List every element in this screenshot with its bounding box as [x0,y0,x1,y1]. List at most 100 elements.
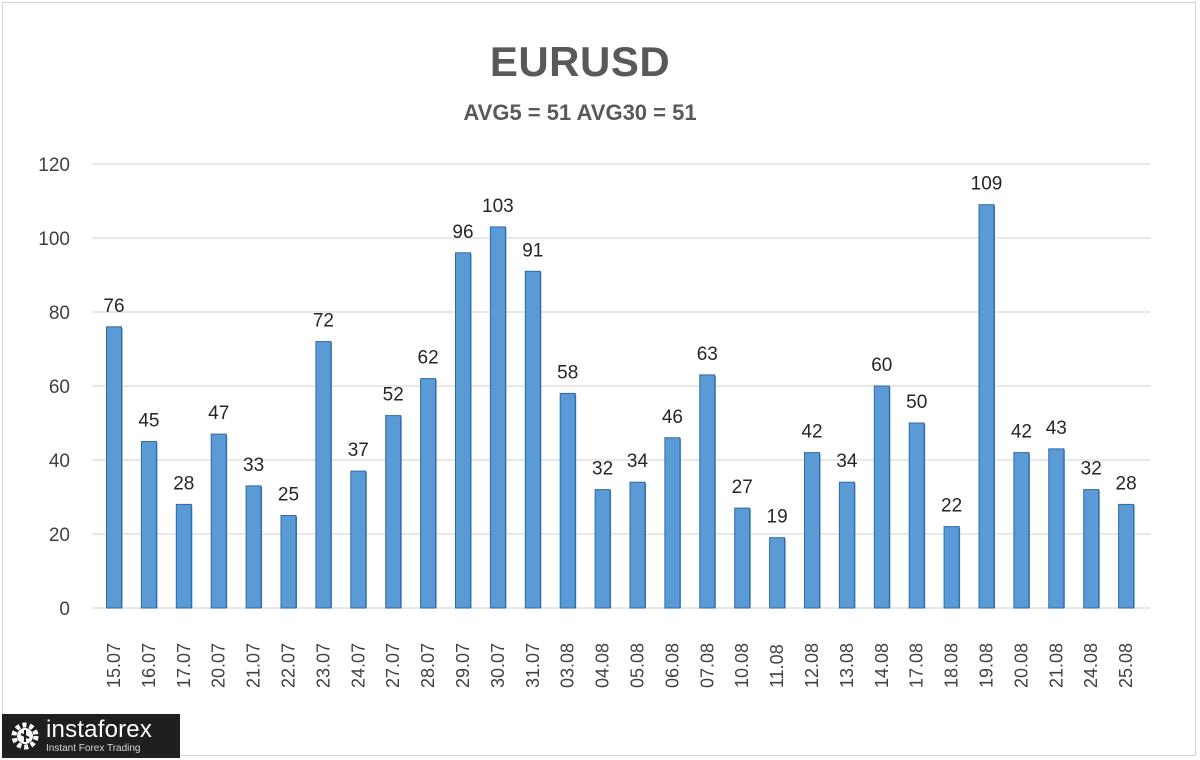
gridlines [92,163,1150,609]
data-label: 42 [801,422,822,443]
bar [455,252,471,609]
bar [804,452,820,609]
data-label: 37 [348,440,369,461]
x-tick-label: 21.08 [1046,643,1066,688]
x-tick-label: 07.08 [697,643,717,688]
bar [140,441,157,609]
x-tick-label: 05.08 [628,643,648,688]
data-label: 45 [138,411,159,432]
data-label: 33 [243,455,264,476]
bars [106,204,1135,609]
data-labels: 76 45 28 47 33 25 72 37 52 62 96 103 91 58 32 34 46 63 27 1… [103,174,1136,528]
bar [106,326,122,609]
y-tick-label: 20 [49,525,70,546]
bar [1083,489,1100,609]
data-label: 28 [173,473,194,494]
y-axis-ticks: 0 20 40 60 80 100 120 [38,155,70,620]
x-tick-label: 25.08 [1116,643,1136,688]
data-label: 42 [1011,422,1032,443]
x-tick-label: 24.08 [1081,643,1101,688]
x-tick-label: 10.08 [732,643,752,688]
logo-tagline: Instant Forex Trading [46,743,141,754]
y-tick-label: 80 [49,303,70,324]
bar [734,507,751,609]
bar [1048,448,1065,609]
y-tick-label: 100 [38,229,70,250]
bar [280,515,297,609]
logo-name: instaforex [46,716,153,743]
data-label: 63 [697,344,718,365]
data-label: 52 [383,385,404,406]
bar [245,485,262,609]
data-label: 103 [482,196,514,217]
data-label: 34 [836,451,858,472]
chart-subtitle: AVG5 = 51 AVG30 = 51 [463,100,697,125]
data-label: 62 [418,348,439,369]
y-tick-label: 120 [38,155,70,176]
bar [524,270,541,609]
x-tick-label: 03.08 [558,643,578,688]
y-tick-label: 40 [49,451,70,472]
x-tick-label: 11.08 [767,644,787,688]
x-tick-label: 20.08 [1011,643,1031,688]
bar [385,415,402,609]
x-tick-label: 18.08 [942,643,962,688]
data-label: 32 [592,459,613,480]
x-tick-label: 20.07 [209,643,229,688]
x-tick-label: 21.07 [244,643,264,688]
data-label: 50 [906,392,927,413]
x-tick-label: 28.07 [418,643,438,688]
x-tick-label: 06.08 [662,643,682,688]
x-tick-label: 22.07 [279,643,299,688]
data-label: 28 [1116,473,1137,494]
x-tick-label: 13.08 [837,643,857,688]
bar [629,481,646,609]
bar [489,226,506,609]
x-axis-ticks: 15.07 16.07 17.07 20.07 21.07 22.07 23.07 24.07… [104,643,1136,688]
bar [315,341,332,609]
x-tick-label: 16.07 [139,643,159,688]
data-label: 47 [208,403,229,424]
data-label: 76 [103,296,124,317]
bar [559,392,576,609]
data-label: 46 [662,407,683,428]
bar [420,378,437,609]
bar [594,489,611,609]
bar [1118,503,1135,609]
data-label: 58 [557,362,578,383]
x-tick-label: 17.08 [907,643,927,688]
data-label: 34 [627,451,649,472]
bar [978,204,995,609]
data-label: 91 [522,240,543,261]
x-tick-label: 14.08 [872,643,892,688]
gear-logo-icon [11,722,39,750]
bar [873,385,890,609]
bar [1013,452,1030,609]
instaforex-logo: instaforex Instant Forex Trading [2,714,180,758]
bar [175,503,192,609]
data-label: 25 [278,485,299,506]
data-label: 43 [1046,418,1067,439]
data-label: 109 [971,174,1003,195]
bar [769,537,786,609]
x-tick-label: 27.07 [383,643,403,688]
x-tick-label: 19.08 [977,643,997,688]
y-tick-label: 0 [59,599,70,620]
y-tick-label: 60 [49,377,70,398]
data-label: 19 [767,507,788,528]
bar [943,526,960,609]
bar [908,422,925,609]
data-label: 72 [313,311,334,332]
x-tick-label: 17.07 [174,643,194,688]
x-tick-label: 12.08 [802,643,822,688]
x-tick-label: 29.07 [453,643,473,688]
data-label: 60 [871,355,892,376]
data-label: 27 [732,477,753,498]
x-tick-label: 30.07 [488,643,508,688]
chart-title: EURUSD [489,38,671,85]
data-label: 22 [941,496,962,517]
bar [838,481,855,609]
x-tick-label: 24.07 [348,643,368,688]
